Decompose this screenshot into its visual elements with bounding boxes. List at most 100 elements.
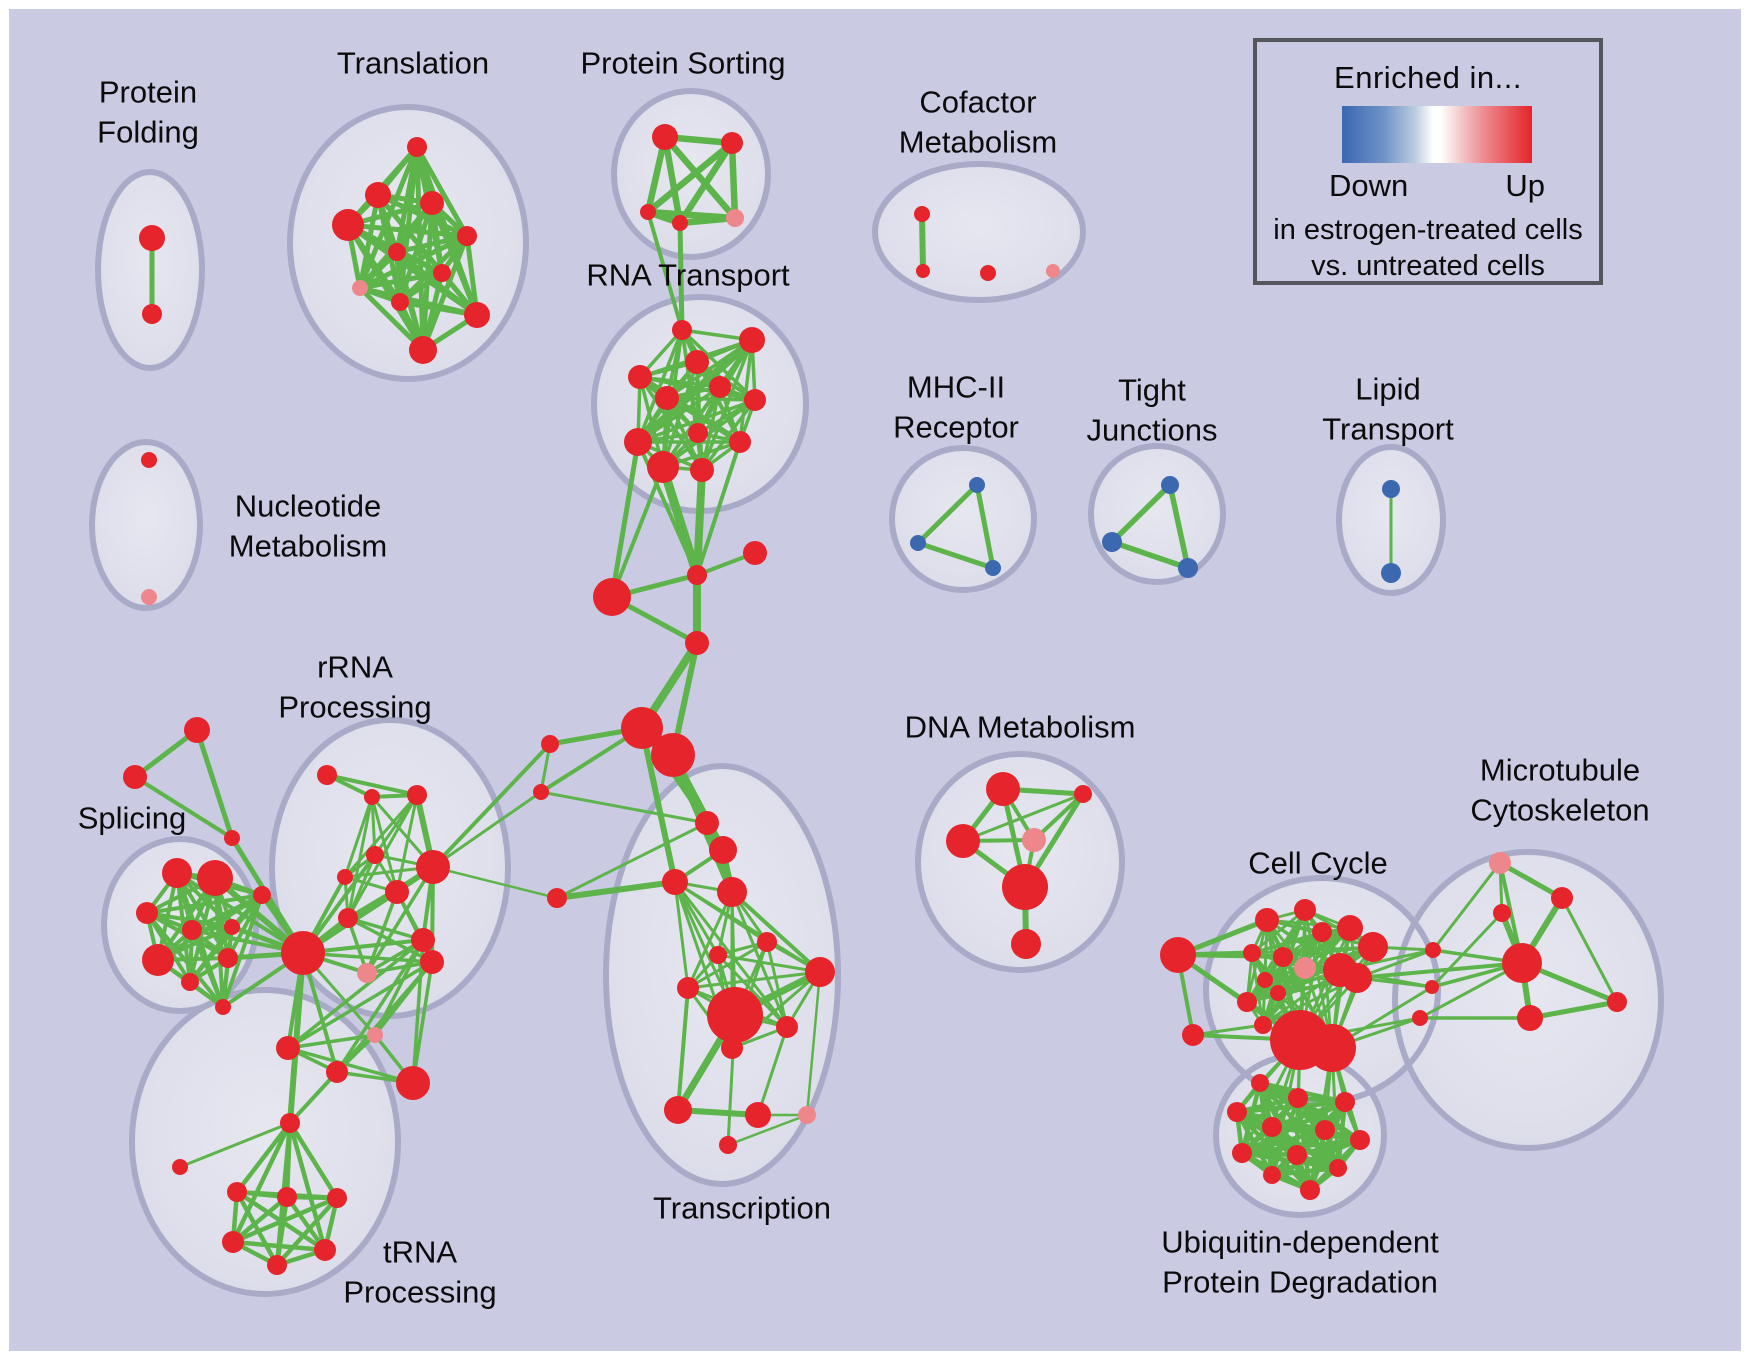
cluster-outline-microtubule-cytoskeleton bbox=[1392, 849, 1664, 1151]
node-c8 bbox=[1294, 957, 1316, 979]
edge-g1-g3 bbox=[194, 727, 235, 841]
edge-ch8-rg bbox=[431, 790, 543, 869]
node-q9 bbox=[1287, 1145, 1307, 1165]
node-ps4 bbox=[672, 215, 688, 231]
edge-ri-rp bbox=[346, 916, 434, 964]
node-q10 bbox=[1329, 1159, 1347, 1177]
edge-rb-re bbox=[343, 795, 374, 879]
edge-ps1-ps4 bbox=[661, 133, 684, 227]
node-t9 bbox=[391, 293, 409, 311]
node-r7 bbox=[744, 389, 766, 411]
node-c15 bbox=[1308, 1024, 1356, 1072]
edge-r2-r10 bbox=[738, 338, 754, 444]
edge-ch8-x1 bbox=[539, 790, 709, 825]
node-q6 bbox=[1315, 1120, 1335, 1140]
cluster-ellipse-nucleotide-metabolism bbox=[92, 442, 200, 608]
cluster-outline-mhc-ii-receptor bbox=[889, 445, 1037, 593]
node-tj3 bbox=[1178, 558, 1198, 578]
edge-rl-rk bbox=[286, 938, 425, 1050]
node-t7 bbox=[433, 264, 451, 282]
edge-ch5-x3 bbox=[639, 725, 678, 885]
node-x7 bbox=[709, 946, 727, 964]
node-q2 bbox=[1288, 1088, 1308, 1108]
cluster-label-protein-folding: Protein Folding bbox=[97, 75, 199, 150]
edge-t1-t5 bbox=[414, 144, 470, 239]
edge-ps2-ps3 bbox=[644, 139, 736, 216]
edge-u5-u6 bbox=[230, 1239, 328, 1253]
cluster-label-splicing: Splicing bbox=[78, 801, 187, 836]
node-lt2 bbox=[1381, 563, 1401, 583]
cluster-label-translation: Translation bbox=[337, 46, 489, 81]
edge-r4-r10 bbox=[637, 374, 743, 445]
node-r1 bbox=[672, 320, 692, 340]
edge-g2-g3 bbox=[133, 775, 234, 840]
node-u3 bbox=[277, 1187, 297, 1207]
edge-mt1-mt2 bbox=[1497, 860, 1565, 901]
edge-x5-rg bbox=[431, 865, 559, 900]
edge-t4-t5 bbox=[345, 222, 470, 239]
node-s10 bbox=[253, 886, 271, 904]
edge-d2-d3 bbox=[961, 792, 1085, 843]
node-ro bbox=[367, 1027, 383, 1043]
node-ch4 bbox=[685, 631, 709, 655]
cluster-label-dna-metabolism: DNA Metabolism bbox=[905, 710, 1136, 745]
node-x15 bbox=[798, 1106, 816, 1124]
node-rf bbox=[385, 880, 409, 904]
cluster-outline-nucleotide-metabolism bbox=[89, 439, 203, 611]
edge-t5-t6 bbox=[394, 233, 470, 255]
node-r11 bbox=[647, 451, 679, 483]
node-u2 bbox=[227, 1182, 247, 1202]
cluster-label-transcription: Transcription bbox=[653, 1191, 831, 1226]
edge-r7-r11 bbox=[661, 398, 757, 469]
node-ch1 bbox=[687, 565, 707, 585]
node-x13 bbox=[664, 1096, 692, 1124]
edge-rb-rf bbox=[370, 795, 399, 894]
edge-ch3-r9 bbox=[609, 439, 641, 600]
edge-tj1-tj3 bbox=[1167, 482, 1191, 571]
edge-rh-rg bbox=[300, 864, 436, 956]
edge-t7-t8 bbox=[357, 270, 445, 291]
edge-t5-t11 bbox=[420, 233, 470, 353]
node-ri bbox=[338, 908, 358, 928]
edge-tj1-tj2 bbox=[1109, 482, 1173, 545]
node-q5 bbox=[1262, 1117, 1282, 1137]
edge-rc-re bbox=[343, 793, 419, 879]
node-c6 bbox=[1243, 944, 1261, 962]
cluster-outline-protein-folding bbox=[95, 169, 205, 371]
legend-down-label: Down bbox=[1329, 168, 1409, 203]
edge-u4-u7 bbox=[274, 1195, 340, 1268]
node-rg bbox=[416, 850, 450, 884]
edge-rl-rn bbox=[286, 1046, 415, 1085]
node-r12 bbox=[690, 458, 714, 482]
edge-rn-rp bbox=[411, 960, 434, 1085]
node-nm2 bbox=[141, 589, 157, 605]
node-t5 bbox=[457, 226, 477, 246]
edge-x4-x9 bbox=[686, 890, 734, 990]
edge-t9-t10 bbox=[397, 299, 480, 318]
edge-c4-c6 bbox=[1250, 926, 1352, 955]
edge-x8-x9 bbox=[686, 970, 822, 990]
node-x6 bbox=[757, 932, 777, 952]
edge-r1-r9 bbox=[636, 328, 684, 444]
edge-u0-u5 bbox=[230, 1120, 293, 1245]
edge-mh1-mh2 bbox=[915, 482, 980, 546]
edge-mt5-mt6 bbox=[1527, 999, 1620, 1021]
node-d3 bbox=[946, 824, 980, 858]
node-x8 bbox=[805, 957, 835, 987]
node-cf4 bbox=[1046, 264, 1060, 278]
node-u5 bbox=[222, 1231, 244, 1253]
node-s2 bbox=[197, 860, 233, 896]
edge-cf1-cf2 bbox=[919, 211, 926, 274]
node-mt4 bbox=[1502, 943, 1542, 983]
node-mt6 bbox=[1607, 992, 1627, 1012]
node-u4 bbox=[327, 1188, 347, 1208]
edge-u0-u2 bbox=[234, 1120, 293, 1195]
edge-u3-u5 bbox=[230, 1194, 290, 1245]
node-c12 bbox=[1237, 992, 1257, 1012]
node-c16 bbox=[1342, 963, 1372, 993]
edge-ch7-rg bbox=[431, 742, 552, 869]
node-q3 bbox=[1335, 1092, 1355, 1112]
edge-rc-rf bbox=[395, 793, 419, 894]
node-d4 bbox=[1022, 828, 1046, 852]
node-x5 bbox=[547, 888, 567, 908]
